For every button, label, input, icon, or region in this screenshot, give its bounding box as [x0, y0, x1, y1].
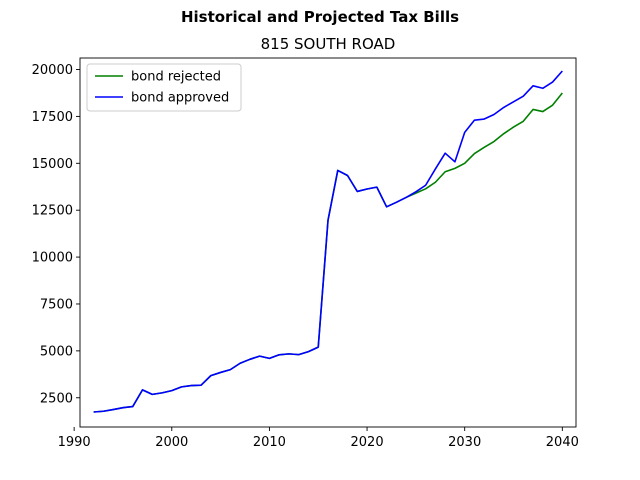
- chart-subtitle: 815 SOUTH ROAD: [261, 35, 396, 53]
- x-tick-label: 2040: [546, 435, 579, 450]
- x-tick-label: 2020: [351, 435, 384, 450]
- legend-box: [86, 63, 242, 112]
- axes-layer: 1990 2000 2010 2020 2030 2040 2500 5000 7500 1000…: [32, 57, 579, 450]
- y-tick-label: 20000: [32, 63, 73, 78]
- x-tick-label: 2000: [155, 435, 188, 450]
- y-tick-label: 17500: [32, 110, 73, 125]
- y-tick-label: 12500: [32, 204, 73, 219]
- legend-label: bond rejected: [131, 70, 221, 85]
- x-tick-label: 1990: [58, 435, 91, 450]
- series-layer: [93, 70, 563, 413]
- axes-frame: [79, 57, 577, 428]
- series-line-bond-rejected: [93, 92, 563, 413]
- y-tick-label: 2500: [40, 391, 73, 406]
- y-tick-label: 5000: [40, 344, 73, 359]
- y-tick-label: 15000: [32, 157, 73, 172]
- y-tick-label: 7500: [40, 297, 73, 312]
- legend-label: bond approved: [131, 91, 229, 106]
- legend: bond rejected bond approved: [86, 63, 242, 112]
- x-tick-label: 2010: [253, 435, 286, 450]
- chart-title: Historical and Projected Tax Bills: [181, 8, 459, 26]
- x-tick-label: 2030: [448, 435, 481, 450]
- y-tick-label: 10000: [32, 251, 73, 266]
- series-line-bond-approved: [93, 70, 563, 413]
